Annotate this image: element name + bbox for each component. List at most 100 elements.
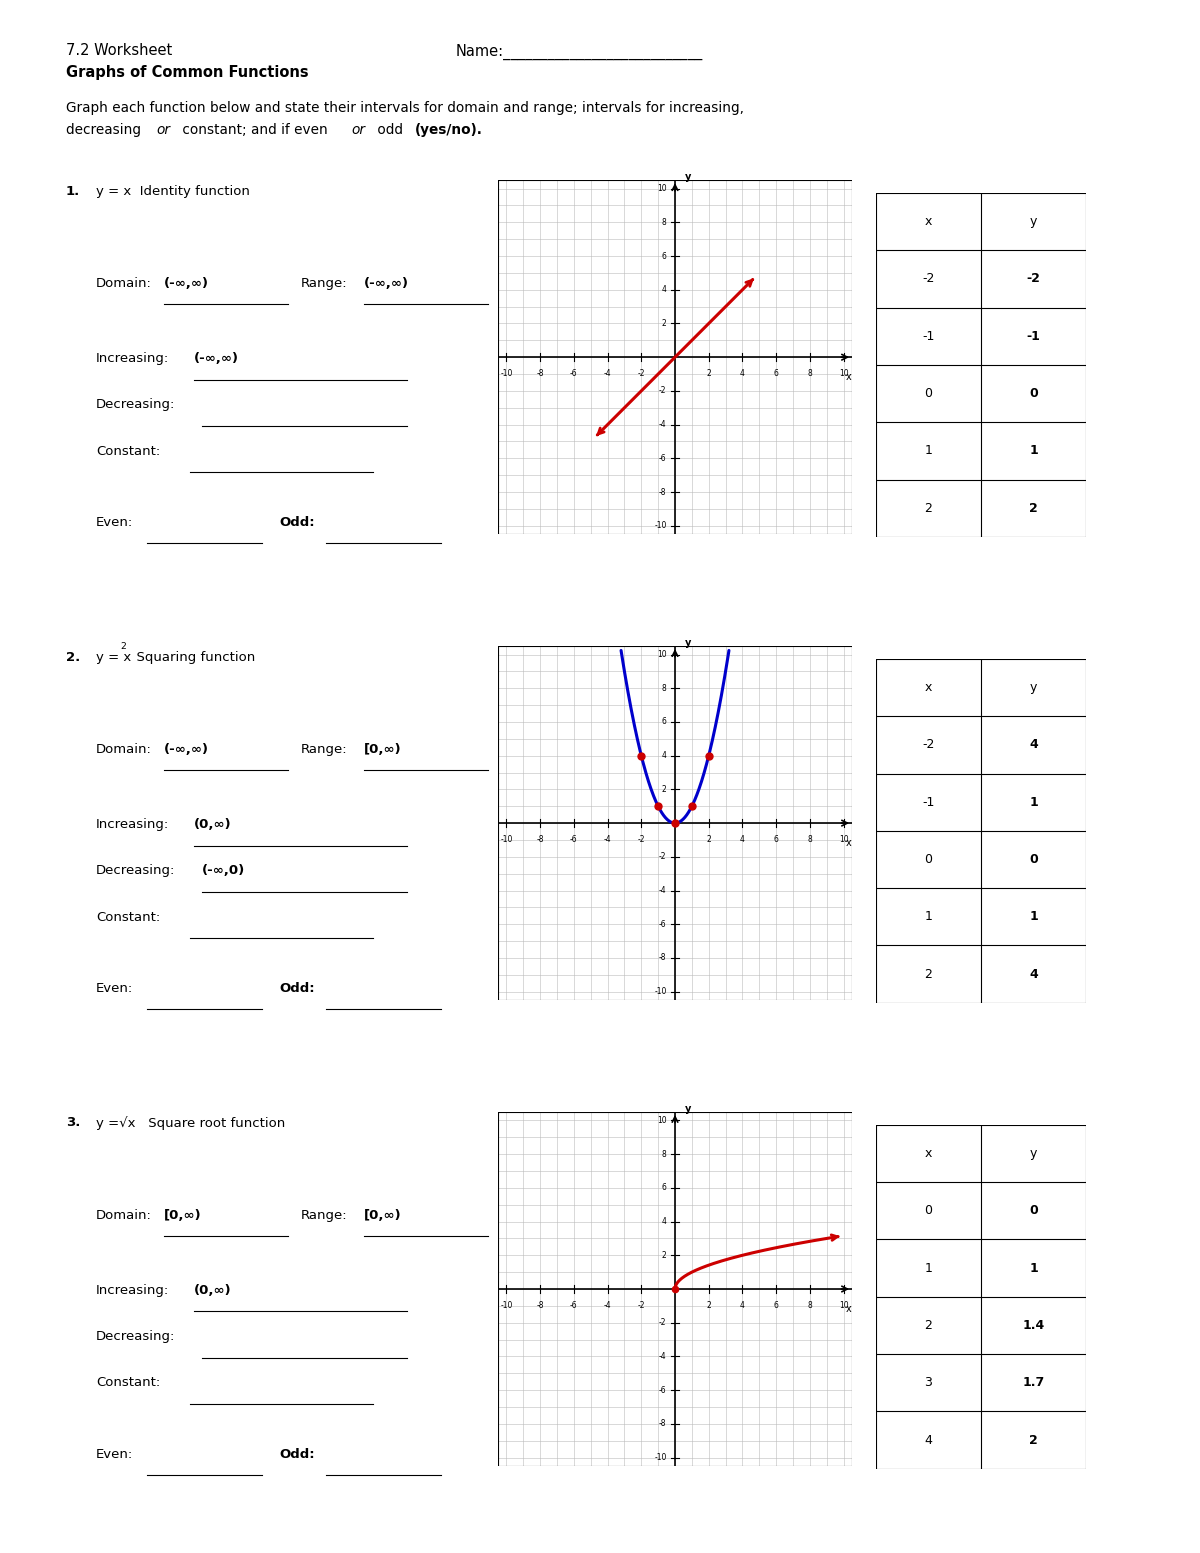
Text: 2: 2 [662, 1250, 666, 1259]
Text: constant; and if even: constant; and if even [178, 123, 331, 137]
Text: -1: -1 [1026, 329, 1040, 343]
Text: 6: 6 [661, 717, 666, 727]
Text: Decreasing:: Decreasing: [96, 399, 175, 412]
Text: 2: 2 [924, 968, 932, 980]
Text: 6: 6 [774, 1301, 779, 1309]
Text: 2.: 2. [66, 651, 80, 663]
Text: (0,∞): (0,∞) [194, 1284, 232, 1297]
Text: 4: 4 [740, 370, 745, 377]
Text: 2: 2 [1030, 502, 1038, 514]
Text: Range:: Range: [300, 276, 347, 290]
Text: -4: -4 [659, 421, 666, 429]
Text: 0: 0 [1030, 1204, 1038, 1218]
Text: -4: -4 [659, 887, 666, 895]
Text: -6: -6 [659, 1385, 666, 1395]
Point [648, 794, 667, 818]
Text: Squaring function: Squaring function [128, 651, 256, 663]
Text: (0,∞): (0,∞) [194, 818, 232, 831]
Text: 4: 4 [740, 1301, 745, 1309]
Text: or: or [156, 123, 170, 137]
Text: 8: 8 [662, 217, 666, 227]
Text: Odd:: Odd: [278, 516, 314, 530]
Text: -8: -8 [536, 836, 544, 843]
Text: Even:: Even: [96, 1447, 133, 1461]
Point [631, 744, 650, 769]
Text: 4: 4 [1030, 738, 1038, 752]
Text: x: x [925, 682, 932, 694]
Text: Range:: Range: [300, 1208, 347, 1222]
Text: 10: 10 [839, 836, 848, 843]
Text: 1.: 1. [66, 185, 80, 197]
Text: Even:: Even: [96, 516, 133, 530]
Text: 3.: 3. [66, 1117, 80, 1129]
Point [665, 1277, 684, 1301]
Text: Odd:: Odd: [278, 1447, 314, 1461]
Text: -10: -10 [500, 836, 512, 843]
Text: 4: 4 [661, 286, 666, 294]
Text: 6: 6 [661, 1183, 666, 1193]
Text: -8: -8 [536, 1301, 544, 1309]
Text: 2: 2 [120, 643, 126, 651]
Text: 4: 4 [740, 836, 745, 843]
Text: y = x: y = x [96, 651, 131, 663]
Text: y: y [685, 1104, 691, 1114]
Text: 2: 2 [707, 1301, 712, 1309]
Text: 1.7: 1.7 [1022, 1376, 1045, 1390]
Text: 2: 2 [662, 318, 666, 328]
Text: or: or [352, 123, 366, 137]
Text: Increasing:: Increasing: [96, 1284, 169, 1297]
Text: Range:: Range: [300, 742, 347, 756]
Text: x: x [846, 373, 852, 382]
Text: (-∞,∞): (-∞,∞) [164, 742, 209, 756]
Text: x: x [846, 1305, 852, 1314]
Text: -6: -6 [659, 453, 666, 463]
Text: -1: -1 [923, 795, 935, 809]
Text: x: x [846, 839, 852, 848]
Point [683, 794, 702, 818]
Text: -8: -8 [659, 954, 666, 963]
Text: Name:___________________________: Name:___________________________ [456, 43, 703, 59]
Text: -10: -10 [654, 1454, 666, 1461]
Text: 6: 6 [774, 836, 779, 843]
Text: 1: 1 [1030, 795, 1038, 809]
Text: -2: -2 [923, 272, 935, 286]
Text: 2: 2 [924, 502, 932, 514]
Text: y =√x   Square root function: y =√x Square root function [96, 1117, 286, 1131]
Text: 8: 8 [662, 683, 666, 693]
Text: 10: 10 [656, 1117, 666, 1124]
Text: -6: -6 [570, 370, 577, 377]
Text: -4: -4 [604, 370, 611, 377]
Text: 2: 2 [662, 784, 666, 794]
Text: 1: 1 [924, 444, 932, 458]
Text: Domain:: Domain: [96, 276, 151, 290]
Text: Increasing:: Increasing: [96, 818, 169, 831]
Text: [0,∞): [0,∞) [364, 742, 402, 756]
Text: Graphs of Common Functions: Graphs of Common Functions [66, 65, 308, 81]
Text: decreasing: decreasing [66, 123, 145, 137]
Text: y: y [685, 638, 691, 648]
Text: -6: -6 [659, 919, 666, 929]
Text: 10: 10 [656, 185, 666, 193]
Text: 0: 0 [924, 853, 932, 867]
Text: -1: -1 [923, 329, 935, 343]
Text: 2: 2 [707, 836, 712, 843]
Text: (-∞,∞): (-∞,∞) [364, 276, 409, 290]
Text: 6: 6 [661, 252, 666, 261]
Text: Domain:: Domain: [96, 1208, 151, 1222]
Text: Odd:: Odd: [278, 981, 314, 995]
Text: Decreasing:: Decreasing: [96, 865, 175, 877]
Text: 1: 1 [924, 1261, 932, 1275]
Text: [0,∞): [0,∞) [364, 1208, 402, 1222]
Text: 2: 2 [1030, 1433, 1038, 1446]
Text: -2: -2 [659, 853, 666, 862]
Text: 1: 1 [1030, 1261, 1038, 1275]
Text: Graph each function below and state their intervals for domain and range; interv: Graph each function below and state thei… [66, 101, 744, 115]
Text: 0: 0 [924, 1204, 932, 1218]
Text: [0,∞): [0,∞) [164, 1208, 202, 1222]
Text: Constant:: Constant: [96, 1376, 160, 1390]
Text: 0: 0 [1030, 853, 1038, 867]
Text: (-∞,∞): (-∞,∞) [164, 276, 209, 290]
Text: Even:: Even: [96, 981, 133, 995]
Text: 1: 1 [924, 910, 932, 924]
Text: -10: -10 [500, 1301, 512, 1309]
